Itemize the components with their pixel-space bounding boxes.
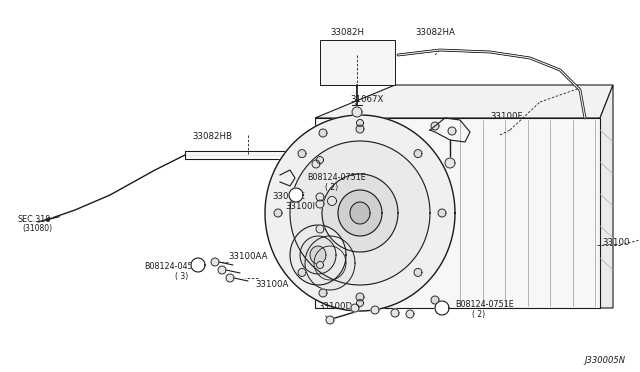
Polygon shape [315,85,613,118]
Polygon shape [350,202,370,224]
Polygon shape [305,236,355,290]
Text: (31080): (31080) [22,224,52,233]
Text: ( 2): ( 2) [325,183,338,192]
Polygon shape [310,246,326,264]
Text: 33082HB: 33082HB [192,132,232,141]
Polygon shape [435,301,449,315]
Text: ( 3): ( 3) [175,272,188,281]
Polygon shape [314,246,346,280]
Polygon shape [448,127,456,135]
Polygon shape [338,190,382,236]
Polygon shape [356,119,364,126]
Polygon shape [290,225,346,285]
Text: 31067X: 31067X [350,95,383,104]
Text: 33082HA: 33082HA [415,28,455,37]
Polygon shape [356,125,364,133]
Polygon shape [406,310,414,318]
Polygon shape [218,266,226,274]
Text: 33100AA: 33100AA [228,252,268,261]
Text: 33100I: 33100I [285,202,315,211]
Text: B08124-0451E: B08124-0451E [144,262,203,271]
Text: 33100F: 33100F [490,112,522,121]
Text: B: B [195,263,200,269]
Polygon shape [298,150,306,158]
Polygon shape [316,200,324,208]
Text: 33100: 33100 [602,238,630,247]
Polygon shape [226,274,234,282]
Polygon shape [191,258,205,272]
Polygon shape [414,150,422,158]
Text: 33100D: 33100D [318,302,352,311]
Polygon shape [328,196,337,205]
Polygon shape [290,141,430,285]
Polygon shape [320,40,395,85]
Polygon shape [391,309,399,317]
Text: 33082E: 33082E [272,192,305,201]
Polygon shape [317,262,323,269]
Polygon shape [319,289,327,297]
Polygon shape [312,160,320,168]
Polygon shape [317,157,323,164]
Polygon shape [414,268,422,276]
Polygon shape [316,225,324,233]
Text: ( 2): ( 2) [472,310,485,319]
Polygon shape [431,296,439,304]
Polygon shape [274,209,282,217]
Polygon shape [351,304,359,312]
Polygon shape [211,258,219,266]
Polygon shape [298,268,306,276]
Polygon shape [265,115,455,311]
Polygon shape [326,316,334,324]
Polygon shape [316,193,324,201]
Polygon shape [319,129,327,137]
Polygon shape [445,158,455,168]
Polygon shape [322,174,398,252]
Text: B08124-0751E: B08124-0751E [455,300,514,309]
Text: SEC.310: SEC.310 [18,215,51,224]
Polygon shape [371,306,379,314]
Polygon shape [300,236,336,274]
Text: 33100A: 33100A [255,280,289,289]
Polygon shape [438,209,446,217]
Polygon shape [431,122,439,130]
Text: J330005N: J330005N [584,356,625,365]
Polygon shape [356,299,364,307]
Polygon shape [600,85,613,308]
Polygon shape [352,107,362,117]
Polygon shape [315,118,600,308]
Text: B: B [293,193,299,199]
Polygon shape [356,293,364,301]
Text: 33082H: 33082H [330,28,364,37]
Text: B08124-0751E: B08124-0751E [307,173,365,182]
Polygon shape [289,188,303,202]
Text: B: B [440,306,445,312]
